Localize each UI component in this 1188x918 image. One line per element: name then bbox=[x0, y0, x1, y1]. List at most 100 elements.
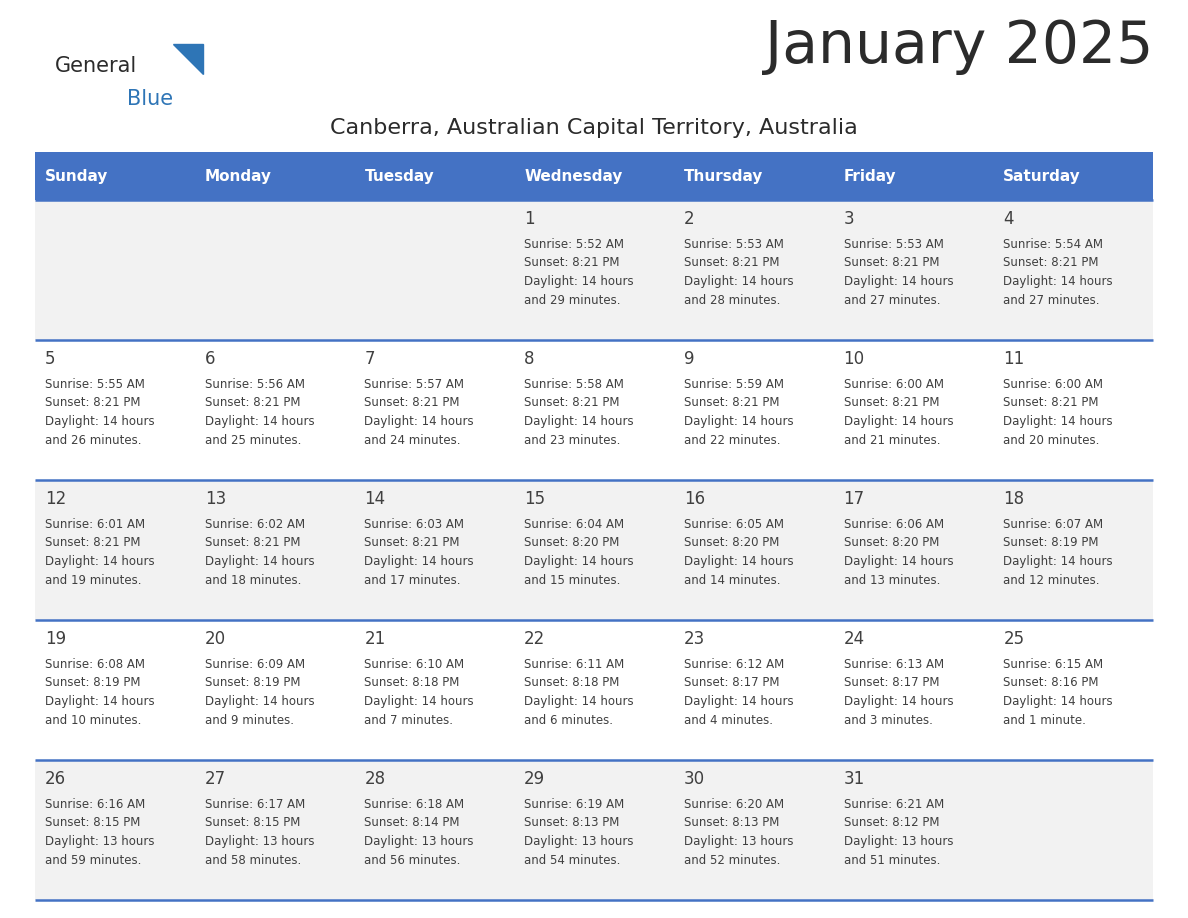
FancyBboxPatch shape bbox=[34, 152, 195, 200]
Text: 28: 28 bbox=[365, 770, 386, 788]
FancyBboxPatch shape bbox=[993, 480, 1154, 620]
Text: 21: 21 bbox=[365, 630, 386, 648]
Text: Sunrise: 5:52 AM
Sunset: 8:21 PM
Daylight: 14 hours
and 29 minutes.: Sunrise: 5:52 AM Sunset: 8:21 PM Dayligh… bbox=[524, 238, 633, 307]
Text: Monday: Monday bbox=[204, 169, 272, 184]
FancyBboxPatch shape bbox=[993, 200, 1154, 340]
FancyBboxPatch shape bbox=[993, 760, 1154, 900]
FancyBboxPatch shape bbox=[834, 760, 993, 900]
FancyBboxPatch shape bbox=[674, 340, 834, 480]
Text: Sunrise: 6:13 AM
Sunset: 8:17 PM
Daylight: 14 hours
and 3 minutes.: Sunrise: 6:13 AM Sunset: 8:17 PM Dayligh… bbox=[843, 658, 953, 726]
Text: 5: 5 bbox=[45, 350, 56, 368]
Text: Sunrise: 6:15 AM
Sunset: 8:16 PM
Daylight: 14 hours
and 1 minute.: Sunrise: 6:15 AM Sunset: 8:16 PM Dayligh… bbox=[1004, 658, 1113, 726]
Text: 7: 7 bbox=[365, 350, 375, 368]
FancyBboxPatch shape bbox=[354, 620, 514, 760]
Text: 26: 26 bbox=[45, 770, 67, 788]
FancyBboxPatch shape bbox=[993, 340, 1154, 480]
Text: 12: 12 bbox=[45, 490, 67, 508]
FancyBboxPatch shape bbox=[195, 340, 354, 480]
Text: 22: 22 bbox=[524, 630, 545, 648]
FancyBboxPatch shape bbox=[354, 152, 514, 200]
Text: Sunrise: 5:56 AM
Sunset: 8:21 PM
Daylight: 14 hours
and 25 minutes.: Sunrise: 5:56 AM Sunset: 8:21 PM Dayligh… bbox=[204, 378, 315, 446]
Text: 13: 13 bbox=[204, 490, 226, 508]
FancyBboxPatch shape bbox=[195, 152, 354, 200]
Text: 14: 14 bbox=[365, 490, 386, 508]
Text: Sunrise: 6:04 AM
Sunset: 8:20 PM
Daylight: 14 hours
and 15 minutes.: Sunrise: 6:04 AM Sunset: 8:20 PM Dayligh… bbox=[524, 518, 633, 587]
FancyBboxPatch shape bbox=[195, 200, 354, 340]
Text: Sunrise: 6:17 AM
Sunset: 8:15 PM
Daylight: 13 hours
and 58 minutes.: Sunrise: 6:17 AM Sunset: 8:15 PM Dayligh… bbox=[204, 798, 314, 867]
FancyBboxPatch shape bbox=[674, 200, 834, 340]
FancyBboxPatch shape bbox=[514, 340, 674, 480]
Text: 9: 9 bbox=[684, 350, 694, 368]
Text: 8: 8 bbox=[524, 350, 535, 368]
Text: 19: 19 bbox=[45, 630, 67, 648]
FancyBboxPatch shape bbox=[354, 200, 514, 340]
Text: Sunrise: 5:53 AM
Sunset: 8:21 PM
Daylight: 14 hours
and 27 minutes.: Sunrise: 5:53 AM Sunset: 8:21 PM Dayligh… bbox=[843, 238, 953, 307]
Text: 23: 23 bbox=[684, 630, 706, 648]
Text: Sunday: Sunday bbox=[45, 169, 108, 184]
Text: 29: 29 bbox=[524, 770, 545, 788]
Text: Sunrise: 6:03 AM
Sunset: 8:21 PM
Daylight: 14 hours
and 17 minutes.: Sunrise: 6:03 AM Sunset: 8:21 PM Dayligh… bbox=[365, 518, 474, 587]
Text: Sunrise: 6:02 AM
Sunset: 8:21 PM
Daylight: 14 hours
and 18 minutes.: Sunrise: 6:02 AM Sunset: 8:21 PM Dayligh… bbox=[204, 518, 315, 587]
Text: 1: 1 bbox=[524, 210, 535, 228]
FancyBboxPatch shape bbox=[195, 760, 354, 900]
Text: 27: 27 bbox=[204, 770, 226, 788]
Text: Canberra, Australian Capital Territory, Australia: Canberra, Australian Capital Territory, … bbox=[330, 118, 858, 138]
FancyBboxPatch shape bbox=[34, 340, 195, 480]
FancyBboxPatch shape bbox=[674, 480, 834, 620]
Text: 20: 20 bbox=[204, 630, 226, 648]
Text: Friday: Friday bbox=[843, 169, 896, 184]
Text: Wednesday: Wednesday bbox=[524, 169, 623, 184]
Text: 10: 10 bbox=[843, 350, 865, 368]
Text: 30: 30 bbox=[684, 770, 704, 788]
FancyBboxPatch shape bbox=[34, 480, 195, 620]
Text: 2: 2 bbox=[684, 210, 695, 228]
FancyBboxPatch shape bbox=[354, 340, 514, 480]
FancyBboxPatch shape bbox=[34, 760, 195, 900]
Text: Sunrise: 5:58 AM
Sunset: 8:21 PM
Daylight: 14 hours
and 23 minutes.: Sunrise: 5:58 AM Sunset: 8:21 PM Dayligh… bbox=[524, 378, 633, 446]
Text: Sunrise: 6:12 AM
Sunset: 8:17 PM
Daylight: 14 hours
and 4 minutes.: Sunrise: 6:12 AM Sunset: 8:17 PM Dayligh… bbox=[684, 658, 794, 726]
Text: Sunrise: 6:08 AM
Sunset: 8:19 PM
Daylight: 14 hours
and 10 minutes.: Sunrise: 6:08 AM Sunset: 8:19 PM Dayligh… bbox=[45, 658, 154, 726]
FancyBboxPatch shape bbox=[834, 480, 993, 620]
Text: Sunrise: 6:01 AM
Sunset: 8:21 PM
Daylight: 14 hours
and 19 minutes.: Sunrise: 6:01 AM Sunset: 8:21 PM Dayligh… bbox=[45, 518, 154, 587]
Text: 11: 11 bbox=[1004, 350, 1024, 368]
Text: Sunrise: 6:19 AM
Sunset: 8:13 PM
Daylight: 13 hours
and 54 minutes.: Sunrise: 6:19 AM Sunset: 8:13 PM Dayligh… bbox=[524, 798, 633, 867]
FancyBboxPatch shape bbox=[195, 620, 354, 760]
FancyBboxPatch shape bbox=[514, 200, 674, 340]
Text: Sunrise: 5:57 AM
Sunset: 8:21 PM
Daylight: 14 hours
and 24 minutes.: Sunrise: 5:57 AM Sunset: 8:21 PM Dayligh… bbox=[365, 378, 474, 446]
Text: 16: 16 bbox=[684, 490, 704, 508]
FancyBboxPatch shape bbox=[195, 480, 354, 620]
Text: Sunrise: 5:54 AM
Sunset: 8:21 PM
Daylight: 14 hours
and 27 minutes.: Sunrise: 5:54 AM Sunset: 8:21 PM Dayligh… bbox=[1004, 238, 1113, 307]
FancyBboxPatch shape bbox=[674, 152, 834, 200]
Text: Sunrise: 5:59 AM
Sunset: 8:21 PM
Daylight: 14 hours
and 22 minutes.: Sunrise: 5:59 AM Sunset: 8:21 PM Dayligh… bbox=[684, 378, 794, 446]
FancyBboxPatch shape bbox=[354, 480, 514, 620]
Text: 4: 4 bbox=[1004, 210, 1013, 228]
Text: Sunrise: 6:16 AM
Sunset: 8:15 PM
Daylight: 13 hours
and 59 minutes.: Sunrise: 6:16 AM Sunset: 8:15 PM Dayligh… bbox=[45, 798, 154, 867]
Text: Sunrise: 6:21 AM
Sunset: 8:12 PM
Daylight: 13 hours
and 51 minutes.: Sunrise: 6:21 AM Sunset: 8:12 PM Dayligh… bbox=[843, 798, 953, 867]
FancyBboxPatch shape bbox=[674, 620, 834, 760]
Text: Sunrise: 6:00 AM
Sunset: 8:21 PM
Daylight: 14 hours
and 20 minutes.: Sunrise: 6:00 AM Sunset: 8:21 PM Dayligh… bbox=[1004, 378, 1113, 446]
Text: Sunrise: 6:11 AM
Sunset: 8:18 PM
Daylight: 14 hours
and 6 minutes.: Sunrise: 6:11 AM Sunset: 8:18 PM Dayligh… bbox=[524, 658, 633, 726]
Text: 31: 31 bbox=[843, 770, 865, 788]
FancyBboxPatch shape bbox=[514, 760, 674, 900]
Text: Sunrise: 6:06 AM
Sunset: 8:20 PM
Daylight: 14 hours
and 13 minutes.: Sunrise: 6:06 AM Sunset: 8:20 PM Dayligh… bbox=[843, 518, 953, 587]
Text: 24: 24 bbox=[843, 630, 865, 648]
Text: Sunrise: 6:00 AM
Sunset: 8:21 PM
Daylight: 14 hours
and 21 minutes.: Sunrise: 6:00 AM Sunset: 8:21 PM Dayligh… bbox=[843, 378, 953, 446]
Text: Sunrise: 6:20 AM
Sunset: 8:13 PM
Daylight: 13 hours
and 52 minutes.: Sunrise: 6:20 AM Sunset: 8:13 PM Dayligh… bbox=[684, 798, 794, 867]
FancyBboxPatch shape bbox=[514, 480, 674, 620]
FancyBboxPatch shape bbox=[834, 152, 993, 200]
Text: Blue: Blue bbox=[127, 89, 173, 109]
Text: January 2025: January 2025 bbox=[765, 18, 1154, 75]
Text: 17: 17 bbox=[843, 490, 865, 508]
Text: Sunrise: 6:18 AM
Sunset: 8:14 PM
Daylight: 13 hours
and 56 minutes.: Sunrise: 6:18 AM Sunset: 8:14 PM Dayligh… bbox=[365, 798, 474, 867]
FancyBboxPatch shape bbox=[674, 760, 834, 900]
Text: Thursday: Thursday bbox=[684, 169, 763, 184]
FancyBboxPatch shape bbox=[834, 340, 993, 480]
FancyBboxPatch shape bbox=[834, 200, 993, 340]
FancyBboxPatch shape bbox=[993, 152, 1154, 200]
Text: Sunrise: 5:55 AM
Sunset: 8:21 PM
Daylight: 14 hours
and 26 minutes.: Sunrise: 5:55 AM Sunset: 8:21 PM Dayligh… bbox=[45, 378, 154, 446]
FancyBboxPatch shape bbox=[34, 620, 195, 760]
FancyBboxPatch shape bbox=[514, 152, 674, 200]
FancyBboxPatch shape bbox=[354, 760, 514, 900]
Text: Sunrise: 5:53 AM
Sunset: 8:21 PM
Daylight: 14 hours
and 28 minutes.: Sunrise: 5:53 AM Sunset: 8:21 PM Dayligh… bbox=[684, 238, 794, 307]
Text: Sunrise: 6:05 AM
Sunset: 8:20 PM
Daylight: 14 hours
and 14 minutes.: Sunrise: 6:05 AM Sunset: 8:20 PM Dayligh… bbox=[684, 518, 794, 587]
